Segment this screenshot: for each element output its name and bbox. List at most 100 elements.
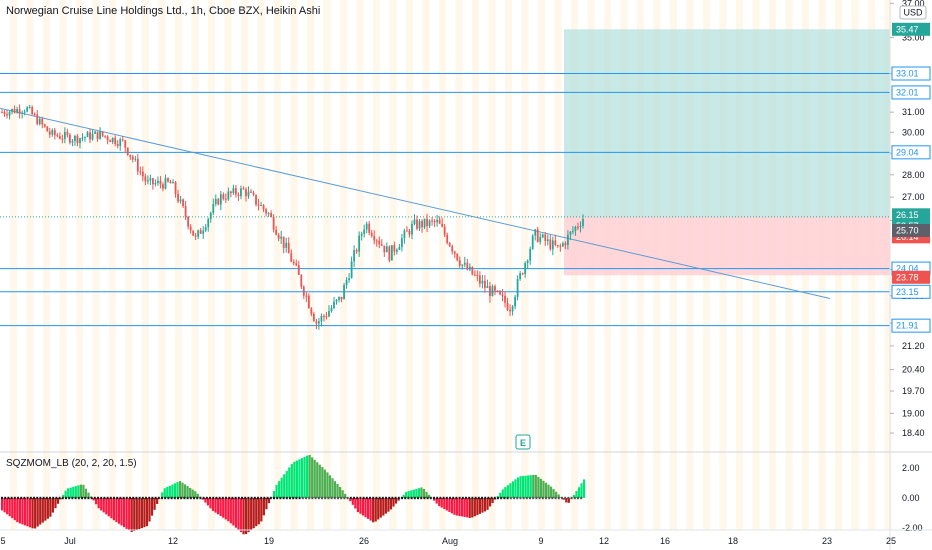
squeeze-dot bbox=[522, 496, 525, 500]
candle-body bbox=[240, 188, 242, 197]
squeeze-dot bbox=[324, 496, 327, 500]
candle-body bbox=[202, 230, 205, 234]
session-band bbox=[43, 0, 50, 530]
momentum-bar bbox=[433, 498, 436, 501]
candle-body bbox=[94, 131, 96, 134]
momentum-bar bbox=[77, 485, 80, 498]
candle-body bbox=[8, 111, 11, 116]
candle-body bbox=[451, 246, 454, 252]
momentum-bar bbox=[440, 498, 443, 508]
squeeze-dot bbox=[151, 496, 154, 500]
candle-body bbox=[436, 219, 439, 223]
squeeze-dot bbox=[301, 496, 304, 500]
candle-body bbox=[197, 230, 200, 237]
session-band bbox=[554, 0, 562, 530]
candle-body bbox=[224, 198, 227, 200]
indicator-tick-label: 2.00 bbox=[902, 463, 920, 473]
momentum-bar bbox=[549, 486, 553, 498]
candle-body bbox=[551, 240, 554, 250]
squeeze-dot bbox=[554, 496, 557, 500]
squeeze-dot bbox=[116, 496, 119, 500]
momentum-bar bbox=[534, 474, 537, 498]
momentum-bar bbox=[481, 498, 484, 513]
squeeze-dot bbox=[84, 496, 87, 500]
squeeze-dot bbox=[327, 496, 330, 500]
momentum-bar bbox=[435, 498, 438, 504]
momentum-bar bbox=[143, 498, 146, 528]
candle-body bbox=[69, 134, 71, 143]
candle-body bbox=[270, 213, 273, 217]
momentum-bar bbox=[524, 475, 527, 498]
squeeze-dot bbox=[186, 496, 189, 500]
momentum-bar bbox=[234, 498, 238, 528]
candle-body bbox=[385, 246, 388, 253]
momentum-bar bbox=[562, 498, 565, 500]
squeeze-dot bbox=[273, 496, 275, 500]
squeeze-dot bbox=[221, 496, 224, 500]
squeeze-dot bbox=[401, 496, 403, 500]
momentum-bar bbox=[166, 487, 169, 498]
momentum-bar bbox=[49, 498, 52, 517]
candle-body bbox=[219, 194, 222, 205]
momentum-bar bbox=[115, 498, 118, 523]
squeeze-dot bbox=[225, 496, 227, 500]
candle-body bbox=[521, 273, 524, 275]
time-tick-label: 23 bbox=[822, 536, 832, 546]
momentum-bar bbox=[453, 498, 456, 515]
candle-body bbox=[572, 230, 574, 232]
candle-body bbox=[375, 240, 378, 242]
momentum-bar bbox=[262, 498, 265, 516]
candle-body bbox=[408, 230, 411, 235]
level-tag: 32.01 bbox=[891, 85, 931, 100]
momentum-bar bbox=[39, 498, 42, 525]
candle-body bbox=[569, 231, 572, 235]
currency-badge[interactable]: USD bbox=[899, 5, 927, 20]
squeeze-dot bbox=[378, 496, 381, 500]
candle-body bbox=[38, 118, 41, 125]
level-tag-bg bbox=[891, 284, 931, 299]
squeeze-dot bbox=[445, 496, 448, 500]
candle-body bbox=[31, 107, 34, 115]
candle-body bbox=[529, 248, 532, 261]
squeeze-dot bbox=[375, 496, 378, 500]
session-band bbox=[274, 0, 281, 530]
session-band bbox=[257, 0, 265, 530]
candle-body bbox=[328, 311, 330, 317]
candle-body bbox=[416, 219, 418, 229]
candle-body bbox=[363, 229, 366, 235]
momentum-bar bbox=[450, 498, 454, 514]
time-tick-label: 12 bbox=[599, 536, 609, 546]
candle-body bbox=[582, 219, 584, 226]
squeeze-dot bbox=[369, 496, 371, 500]
squeeze-dot bbox=[161, 496, 163, 500]
momentum-bar bbox=[250, 498, 253, 531]
momentum-bar bbox=[527, 475, 530, 498]
trendline[interactable] bbox=[0, 107, 831, 299]
candle-body bbox=[380, 244, 383, 246]
squeeze-dot bbox=[109, 496, 112, 500]
candle-body bbox=[360, 234, 363, 236]
earnings-marker[interactable]: E bbox=[515, 434, 531, 450]
candle-body bbox=[99, 131, 101, 139]
momentum-bar bbox=[224, 498, 227, 520]
momentum-bar bbox=[407, 491, 410, 498]
stop-tag-bg bbox=[892, 270, 930, 284]
squeeze-dot bbox=[228, 496, 231, 500]
candle-body bbox=[169, 181, 172, 184]
candle-body bbox=[561, 243, 564, 247]
candle-body bbox=[456, 253, 459, 261]
squeeze-dot bbox=[365, 496, 368, 500]
level-tag-text: 21.91 bbox=[896, 321, 919, 331]
candle-body bbox=[426, 218, 428, 226]
candle-body bbox=[413, 219, 416, 224]
candle-body bbox=[21, 112, 24, 114]
candle-body bbox=[338, 296, 340, 300]
candlestick-series bbox=[1, 104, 584, 330]
squeeze-dot bbox=[513, 496, 515, 500]
candle-body bbox=[302, 286, 305, 296]
price-tick-label: 35.00 bbox=[902, 33, 925, 43]
momentum-bar bbox=[239, 498, 243, 533]
candle-body bbox=[129, 154, 132, 157]
price-tags: 33.01 32.01 29.04 24.04 23.15 21.91 35.47 26.15… bbox=[891, 22, 931, 333]
candle-body bbox=[348, 278, 350, 280]
